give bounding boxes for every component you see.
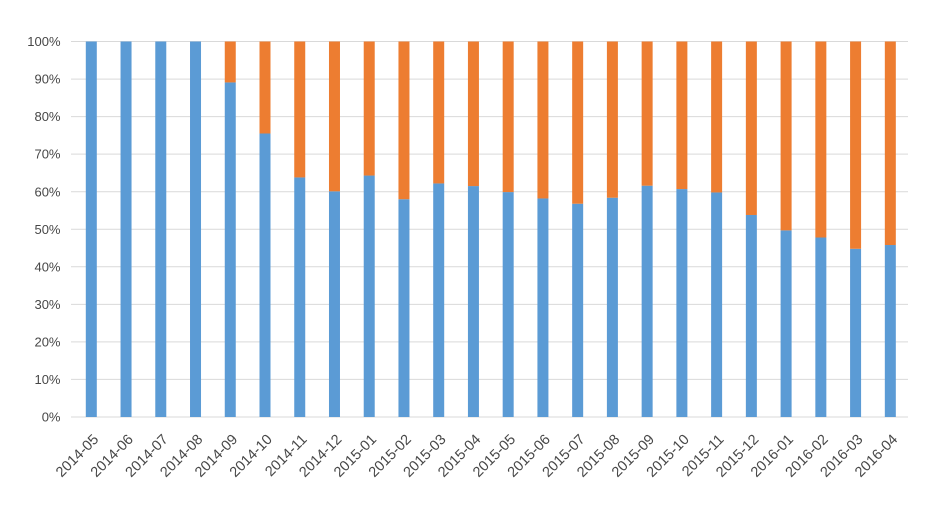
svg-text:70%: 70% bbox=[34, 147, 60, 162]
svg-text:90%: 90% bbox=[34, 72, 60, 87]
svg-text:80%: 80% bbox=[34, 109, 60, 124]
svg-text:10%: 10% bbox=[34, 372, 60, 387]
svg-text:60%: 60% bbox=[34, 184, 60, 199]
svg-text:100%: 100% bbox=[27, 34, 61, 49]
svg-text:40%: 40% bbox=[34, 259, 60, 274]
svg-text:30%: 30% bbox=[34, 297, 60, 312]
svg-text:50%: 50% bbox=[34, 222, 60, 237]
svg-text:0%: 0% bbox=[42, 410, 61, 425]
svg-text:20%: 20% bbox=[34, 335, 60, 350]
